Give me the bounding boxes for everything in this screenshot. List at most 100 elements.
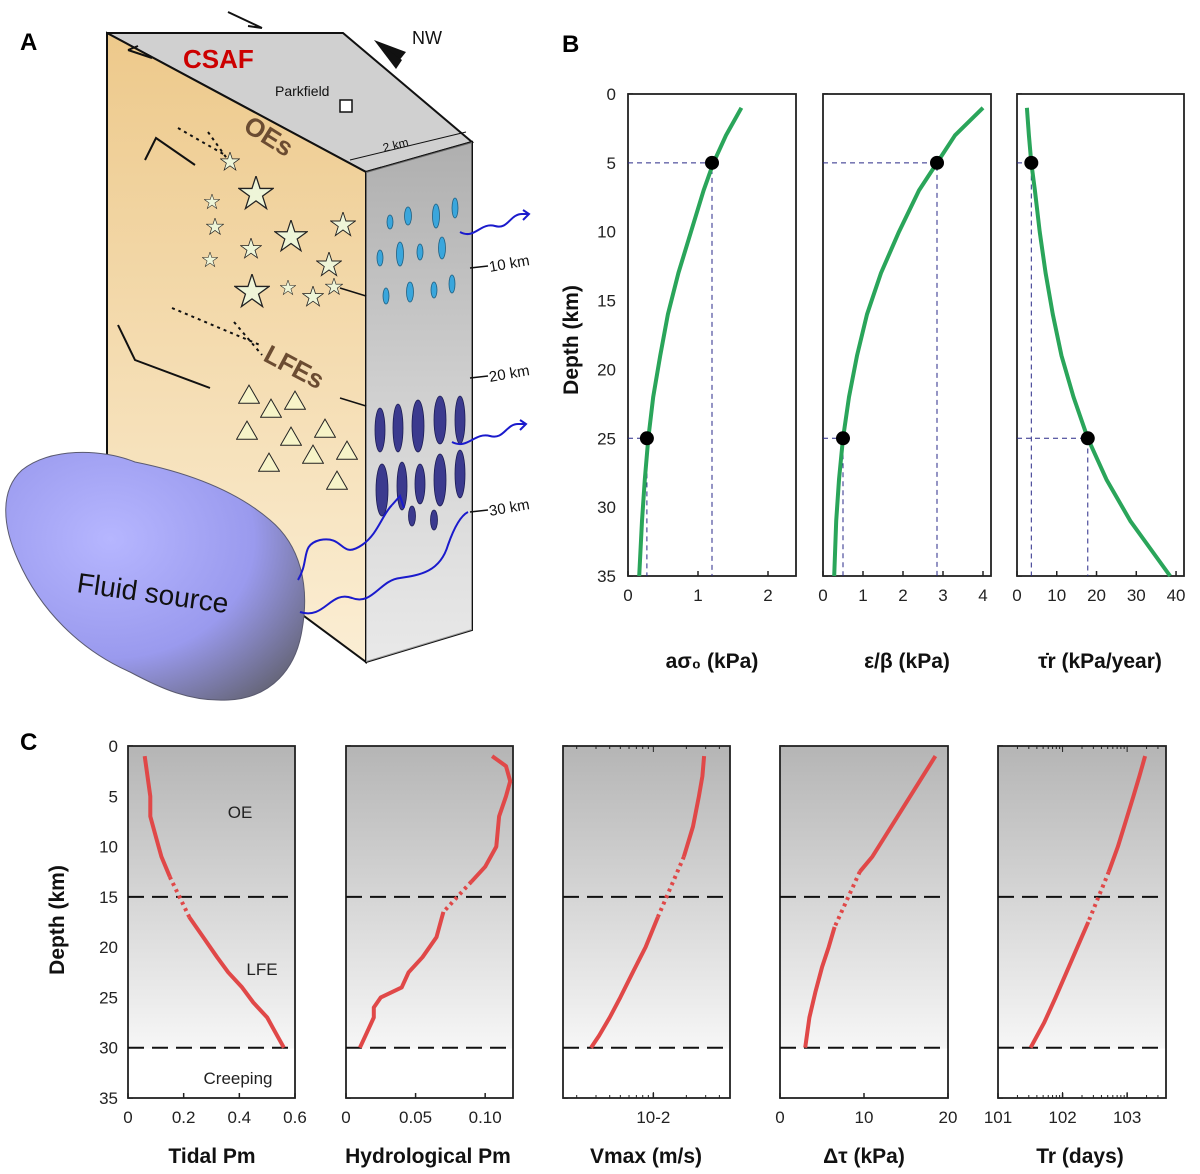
slip-arrow-top-icon <box>227 11 263 29</box>
slip-arrow-left-icon <box>127 45 153 59</box>
panel-c-xlabel-0: Tidal Pm <box>168 1145 255 1168</box>
panel-c-xlabel-3: Δτ (kPa) <box>823 1145 905 1168</box>
series-line-upper <box>681 755 707 858</box>
x-tick-label: 0 <box>818 586 827 605</box>
fault-name: CSAF <box>183 44 254 74</box>
oe-patch <box>396 241 404 267</box>
series-line-transition <box>1086 870 1111 923</box>
panel-c-plot-tr: Tr (days) 101 102 103 <box>984 745 1167 1168</box>
slip-arrow-oe-icon <box>144 136 196 166</box>
depth-label-10: 10 km <box>488 252 531 276</box>
x-tick-label: 101 <box>984 1108 1012 1127</box>
oe-patch <box>438 236 446 260</box>
series-line-lower <box>358 911 446 1049</box>
x-tick-label: 2 <box>763 586 772 605</box>
panel-c-plot-vmax: Vmax (m/s) 10-2 <box>562 745 731 1168</box>
x-tick-label: 0.05 <box>399 1108 432 1127</box>
lfe-patch <box>375 463 389 517</box>
series-line-transition <box>832 870 862 928</box>
plot-frame <box>1016 93 1185 577</box>
x-tick-label: 1 <box>693 586 702 605</box>
lfe-patch <box>430 509 438 531</box>
panel-b-plot-asigma: aσ₀ (kPa) 0 1 2 <box>623 93 797 673</box>
data-point <box>1080 431 1095 446</box>
depth-tick <box>339 287 367 297</box>
series-line-lower <box>803 926 837 1048</box>
panel-a-label: A <box>20 29 37 56</box>
zone-label-oe: OE <box>228 803 253 822</box>
x-tick-label: 20 <box>1087 586 1106 605</box>
x-tick-label: 1 <box>858 586 867 605</box>
lfe-patch <box>411 399 425 453</box>
data-point <box>1024 155 1039 170</box>
lfe-patch <box>414 463 426 505</box>
y-tick-label: 35 <box>597 567 616 586</box>
y-tick-label: 30 <box>597 498 616 517</box>
oe-patch <box>376 249 384 267</box>
data-point <box>639 431 654 446</box>
x-tick-label: 3 <box>938 586 947 605</box>
oe-patch <box>451 197 459 219</box>
zone-label-lfe: LFE <box>246 960 277 979</box>
series-line-upper <box>142 755 172 878</box>
x-tick-label: 0.2 <box>172 1108 196 1127</box>
y-tick-label: 0 <box>109 737 118 756</box>
oe-leader-lines <box>177 127 229 161</box>
panel-b-plot-taurate: τ̇r (kPa/year) 0 10 20 30 40 <box>1012 93 1186 673</box>
width-label: 2 km <box>381 135 410 155</box>
plot-frame <box>127 745 296 1099</box>
lfe-patch <box>408 505 416 527</box>
y-tick-label: 25 <box>597 429 616 448</box>
panel-c-label: C <box>20 729 37 756</box>
fluid-arrowhead-icon <box>391 494 405 509</box>
x-tick-label: 0 <box>623 586 632 605</box>
north-west-arrow-icon <box>374 40 406 62</box>
x-tick-label: 0.4 <box>228 1108 252 1127</box>
y-tick-label: 35 <box>99 1089 118 1108</box>
zone-label-creeping: Creeping <box>204 1069 273 1088</box>
y-tick-label: 25 <box>99 988 118 1007</box>
lfe-patch <box>433 395 447 445</box>
panel-c-plot-tidal: OE LFE Creeping Tidal Pm 0 0.2 0.4 0.6 <box>123 745 307 1168</box>
x-tick-label: 0 <box>341 1108 350 1127</box>
depth-tick <box>469 265 489 269</box>
guide-line <box>1017 437 1089 576</box>
plot-frame <box>997 745 1167 1099</box>
data-point <box>836 431 850 446</box>
panel-c: C Depth (km) 0 5 10 15 20 25 30 35 OE LFE Creep… <box>20 729 1167 1168</box>
y-tick-label: 20 <box>99 938 118 957</box>
panel-c-xlabel-2: Vmax (m/s) <box>590 1145 702 1168</box>
width-dimension-line <box>349 131 467 161</box>
y-tick-label: 5 <box>607 154 616 173</box>
oe-patch <box>448 274 456 294</box>
oe-patch <box>406 281 414 303</box>
slip-arrow-lfe-icon <box>117 324 211 389</box>
x-tick-label: 10-2 <box>636 1108 670 1127</box>
x-tick-label: 10 <box>1047 586 1066 605</box>
x-tick-label: 40 <box>1167 586 1186 605</box>
fluid-path <box>299 511 469 615</box>
series-line-upper <box>858 755 938 873</box>
panel-b-ylabel: Depth (km) <box>560 285 583 395</box>
lfe-patch <box>433 453 447 507</box>
guide-line <box>823 162 938 576</box>
panel-b-label: B <box>562 31 579 58</box>
plot-frame <box>562 745 731 1099</box>
series-line-lower <box>589 916 660 1049</box>
lfe-patch <box>454 395 466 445</box>
x-tick-label: 4 <box>978 586 987 605</box>
x-tick-label: 0 <box>1012 586 1021 605</box>
panel-b-xlabel-0: aσ₀ (kPa) <box>666 650 759 673</box>
y-tick-label: 20 <box>597 360 616 379</box>
panel-c-xlabel-4: Tr (days) <box>1036 1145 1124 1168</box>
x-tick-label: 0.6 <box>283 1108 307 1127</box>
y-tick-label: 0 <box>607 85 616 104</box>
x-tick-label: 0 <box>123 1108 132 1127</box>
x-tick-label: 30 <box>1127 586 1146 605</box>
y-tick-label: 30 <box>99 1039 118 1058</box>
oe-patch <box>382 287 390 305</box>
data-point <box>930 155 944 170</box>
oe-patch <box>404 206 412 226</box>
